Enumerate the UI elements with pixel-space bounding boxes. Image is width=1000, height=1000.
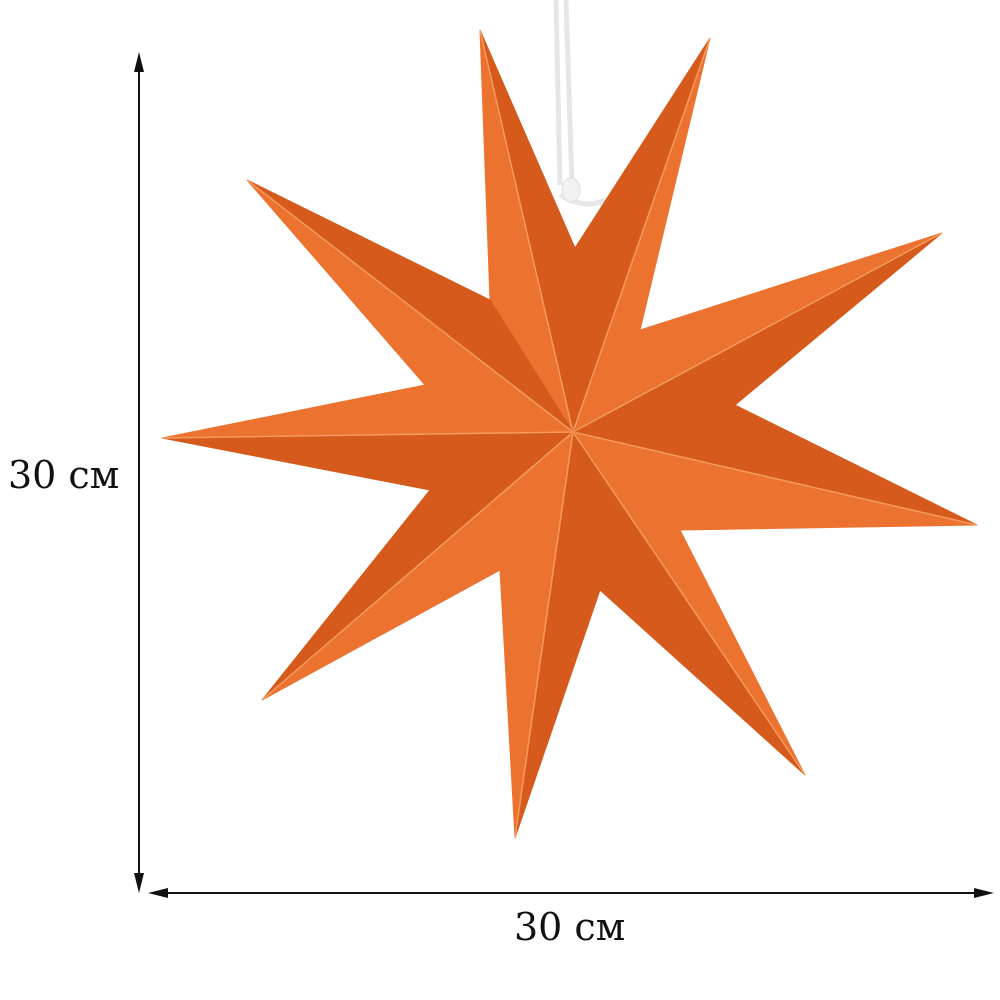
paper-star	[161, 29, 978, 839]
star-crease	[572, 232, 943, 433]
width-arrow	[148, 888, 994, 898]
height-arrow	[134, 52, 144, 893]
height-label: 30 см	[8, 453, 120, 497]
star-crease	[572, 37, 711, 433]
width-label: 30 см	[514, 905, 626, 949]
star-crease	[572, 431, 806, 776]
star-crease	[161, 431, 574, 439]
star-crease	[479, 29, 574, 433]
star-crease	[261, 431, 574, 701]
star-crease	[514, 431, 574, 839]
star-crease	[246, 179, 574, 433]
star-crease	[572, 431, 978, 526]
hanging-cord	[553, 0, 607, 207]
